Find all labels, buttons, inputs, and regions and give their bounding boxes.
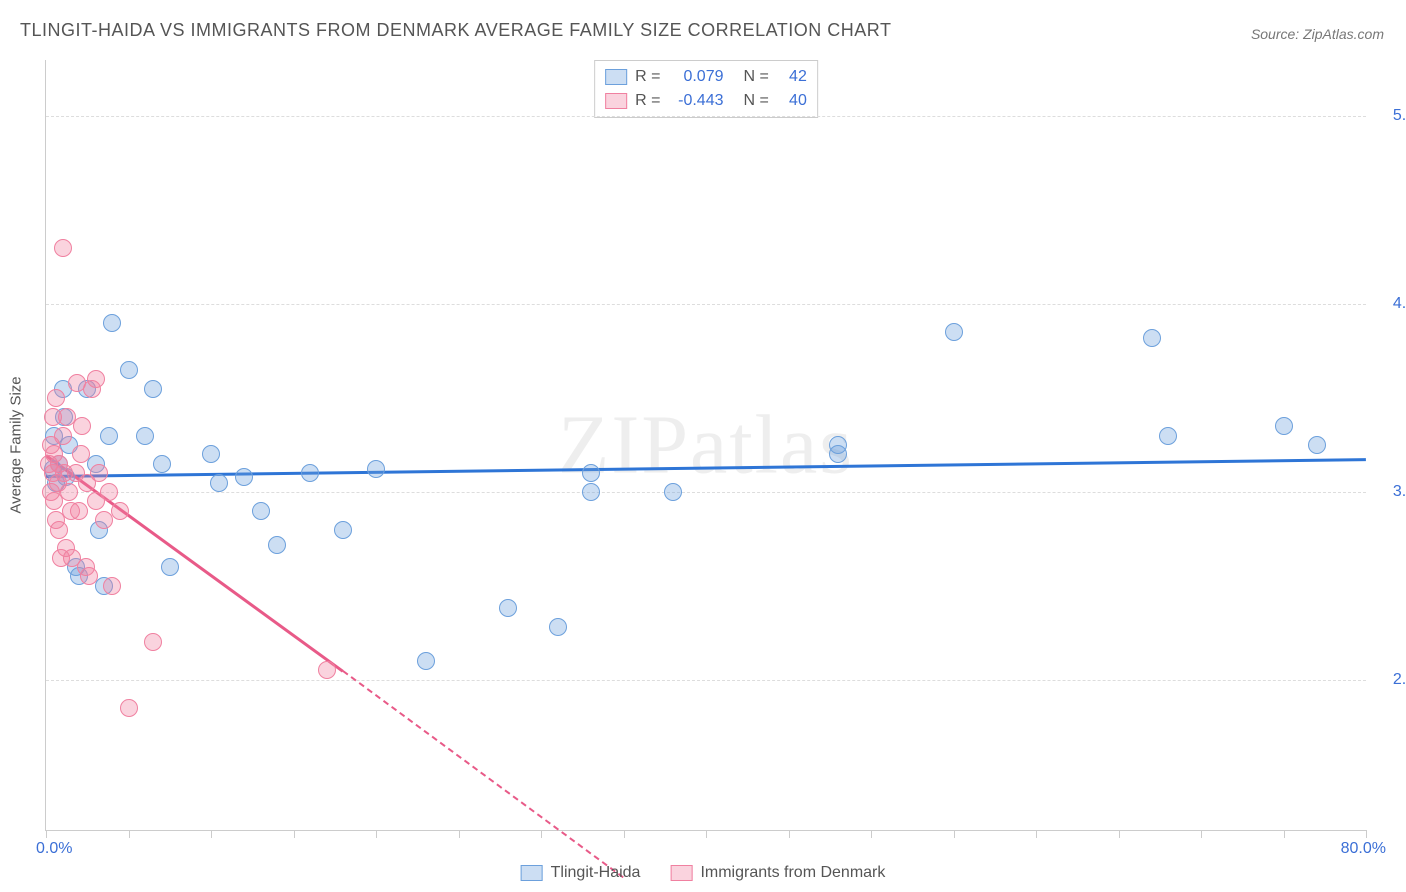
legend-swatch [521,865,543,881]
legend-n-label: N = [744,68,769,86]
data-point [301,464,319,482]
data-point [252,502,270,520]
y-tick-label: 3.00 [1374,483,1406,501]
data-point [417,652,435,670]
y-tick-label: 5.00 [1374,107,1406,125]
data-point [268,536,286,554]
legend-r-label: R = [635,68,660,86]
data-point [47,389,65,407]
legend-r-value: 0.079 [669,68,724,86]
trend-line [342,671,624,879]
legend-n-value: 42 [777,68,807,86]
x-tick [211,830,212,838]
data-point [153,455,171,473]
x-tick [1036,830,1037,838]
gridline [46,492,1366,493]
x-tick [459,830,460,838]
x-tick [1284,830,1285,838]
legend-label: Tlingit-Haida [551,864,641,882]
y-tick-label: 4.00 [1374,295,1406,313]
gridline [46,680,1366,681]
legend-n-value: 40 [777,92,807,110]
data-point [367,460,385,478]
data-point [1159,427,1177,445]
data-point [87,370,105,388]
gridline [46,116,1366,117]
x-tick [1201,830,1202,838]
data-point [210,474,228,492]
legend-n-label: N = [744,92,769,110]
data-point [111,502,129,520]
data-point [54,427,72,445]
data-point [60,483,78,501]
x-tick [376,830,377,838]
legend-row: R = -0.443 N = 40 [605,89,807,113]
data-point [582,464,600,482]
x-tick [129,830,130,838]
data-point [103,577,121,595]
x-tick [46,830,47,838]
data-point [103,314,121,332]
data-point [136,427,154,445]
data-point [120,699,138,717]
data-point [582,483,600,501]
data-point [80,567,98,585]
data-point [100,427,118,445]
data-point [50,521,68,539]
chart-title: TLINGIT-HAIDA VS IMMIGRANTS FROM DENMARK… [20,20,891,41]
x-tick [1119,830,1120,838]
data-point [1308,436,1326,454]
data-point [1275,417,1293,435]
source-attribution: Source: ZipAtlas.com [1251,26,1384,42]
legend-item: Immigrants from Denmark [670,864,885,882]
x-tick [954,830,955,838]
legend-swatch [605,93,627,109]
correlation-legend: R = 0.079 N = 42 R = -0.443 N = 40 [594,60,818,118]
x-tick [706,830,707,838]
data-point [664,483,682,501]
x-tick [1366,830,1367,838]
data-point [318,661,336,679]
y-tick-label: 2.00 [1374,671,1406,689]
legend-r-value: -0.443 [669,92,724,110]
data-point [100,483,118,501]
legend-swatch [670,865,692,881]
x-tick [294,830,295,838]
data-point [90,464,108,482]
x-tick [871,830,872,838]
y-axis-label: Average Family Size [8,376,25,513]
data-point [334,521,352,539]
data-point [73,417,91,435]
data-point [70,502,88,520]
x-axis-max-label: 80.0% [1341,840,1386,858]
data-point [120,361,138,379]
data-point [1143,329,1161,347]
data-point [235,468,253,486]
data-point [549,618,567,636]
data-point [72,445,90,463]
x-tick [541,830,542,838]
series-legend: Tlingit-Haida Immigrants from Denmark [521,864,886,882]
data-point [144,633,162,651]
legend-r-label: R = [635,92,660,110]
watermark: ZIPatlas [558,397,854,494]
data-point [499,599,517,617]
legend-row: R = 0.079 N = 42 [605,65,807,89]
data-point [202,445,220,463]
plot-area: ZIPatlas Average Family Size R =0.079N =… [45,60,1366,831]
legend-label: Immigrants from Denmark [700,864,885,882]
data-point [945,323,963,341]
data-point [54,239,72,257]
x-tick [624,830,625,838]
x-tick [789,830,790,838]
data-point [95,511,113,529]
legend-item: Tlingit-Haida [521,864,641,882]
gridline [46,304,1366,305]
data-point [829,436,847,454]
legend-swatch [605,69,627,85]
x-axis-min-label: 0.0% [36,840,72,858]
data-point [161,558,179,576]
data-point [144,380,162,398]
